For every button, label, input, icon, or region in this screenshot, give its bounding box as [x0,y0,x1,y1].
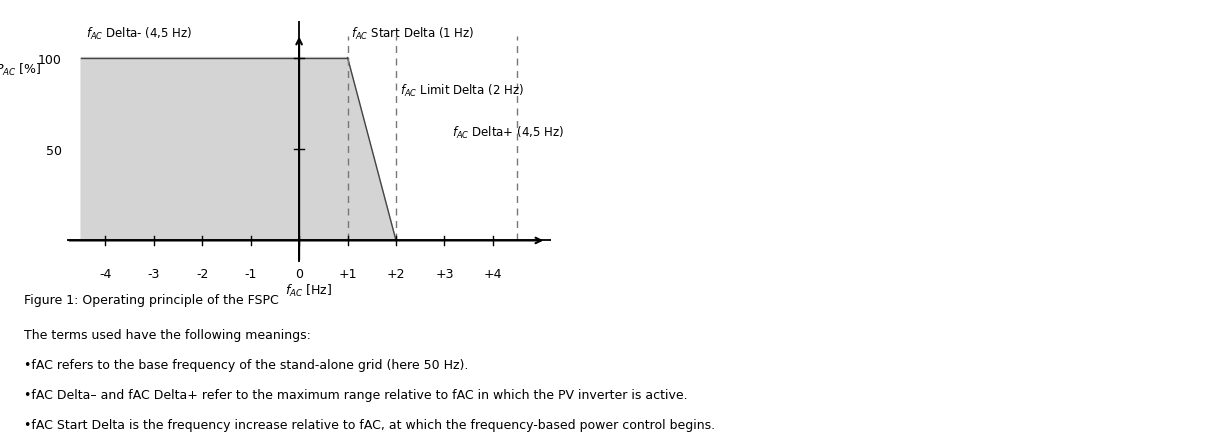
Text: •fAC Delta– and fAC Delta+ refer to the maximum range relative to fAC in which t: •fAC Delta– and fAC Delta+ refer to the … [24,388,688,401]
Text: $f_{AC}$ Delta- (4,5 Hz): $f_{AC}$ Delta- (4,5 Hz) [86,26,193,42]
Text: $P_{AC}$ [%]: $P_{AC}$ [%] [0,62,41,78]
X-axis label: $f_{AC}$ [Hz]: $f_{AC}$ [Hz] [286,282,332,298]
Text: •fAC Start Delta is the frequency increase relative to fAC, at which the frequen: •fAC Start Delta is the frequency increa… [24,418,716,431]
Text: $f_{AC}$ Start Delta (1 Hz): $f_{AC}$ Start Delta (1 Hz) [351,26,475,42]
Text: The terms used have the following meanings:: The terms used have the following meanin… [24,328,311,342]
Text: Figure 1: Operating principle of the FSPC: Figure 1: Operating principle of the FSP… [24,293,279,307]
Text: •fAC refers to the base frequency of the stand-alone grid (here 50 Hz).: •fAC refers to the base frequency of the… [24,358,469,371]
Polygon shape [81,58,396,241]
Text: $f_{AC}$ Limit Delta (2 Hz): $f_{AC}$ Limit Delta (2 Hz) [400,82,524,99]
Text: $f_{AC}$ Delta+ (4,5 Hz): $f_{AC}$ Delta+ (4,5 Hz) [452,124,564,141]
